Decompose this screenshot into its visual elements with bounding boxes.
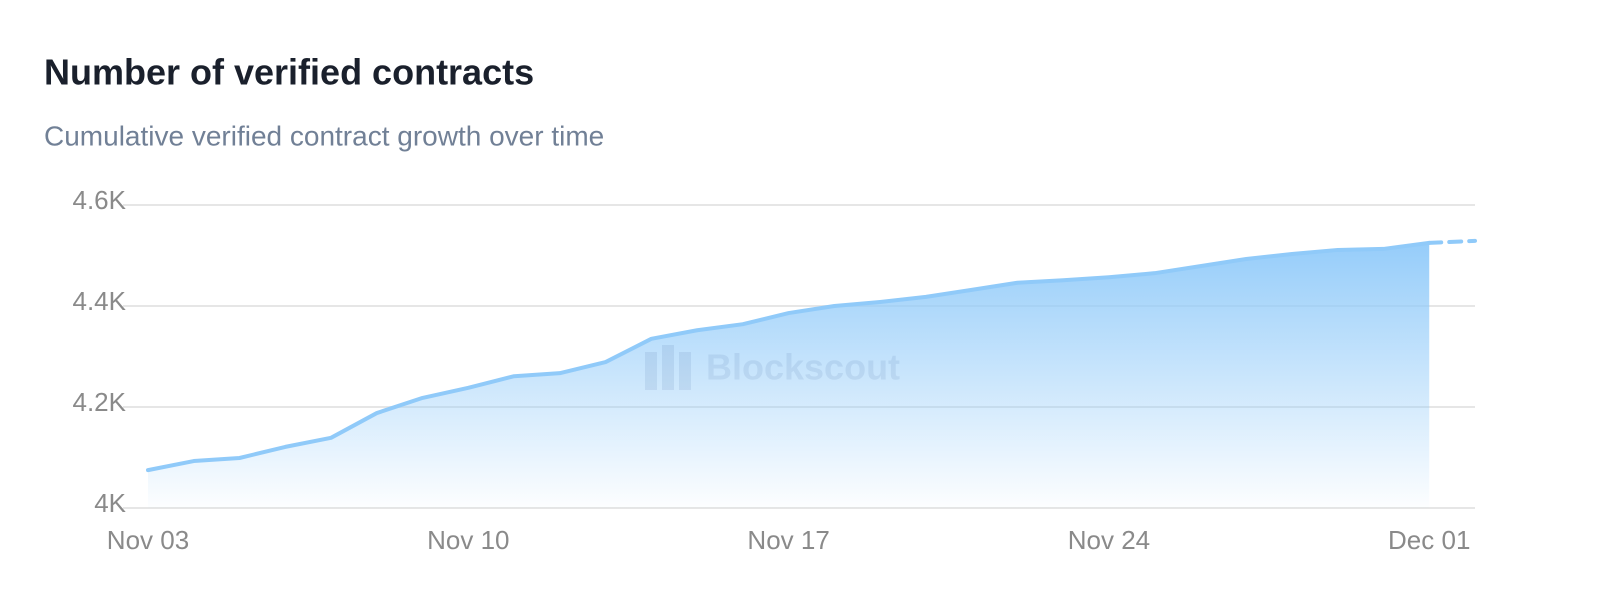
chart-title: Number of verified contracts bbox=[44, 52, 534, 93]
y-tick-label: 4.2K bbox=[73, 387, 127, 417]
line bbox=[146, 240, 1432, 473]
watermark-icon bbox=[645, 352, 657, 390]
y-tick-label: 4.6K bbox=[73, 185, 127, 215]
line-dashed bbox=[1427, 238, 1477, 245]
watermark-icon bbox=[679, 352, 691, 390]
x-tick-label: Nov 17 bbox=[747, 525, 829, 555]
area bbox=[148, 242, 1430, 508]
watermark-group: Blockscout bbox=[645, 345, 900, 390]
watermark: Blockscout bbox=[706, 347, 900, 388]
x-tick-label: Nov 03 bbox=[107, 525, 189, 555]
y-tick-label: 4.4K bbox=[73, 286, 127, 316]
y-tick-label: 4K bbox=[94, 488, 126, 518]
x-tick-label: Nov 24 bbox=[1068, 525, 1150, 555]
chart-subtitle: Cumulative verified contract growth over… bbox=[44, 120, 604, 151]
watermark-icon bbox=[662, 345, 674, 390]
x-tick-label: Dec 01 bbox=[1388, 525, 1470, 555]
x-tick-label: Nov 10 bbox=[427, 525, 509, 555]
